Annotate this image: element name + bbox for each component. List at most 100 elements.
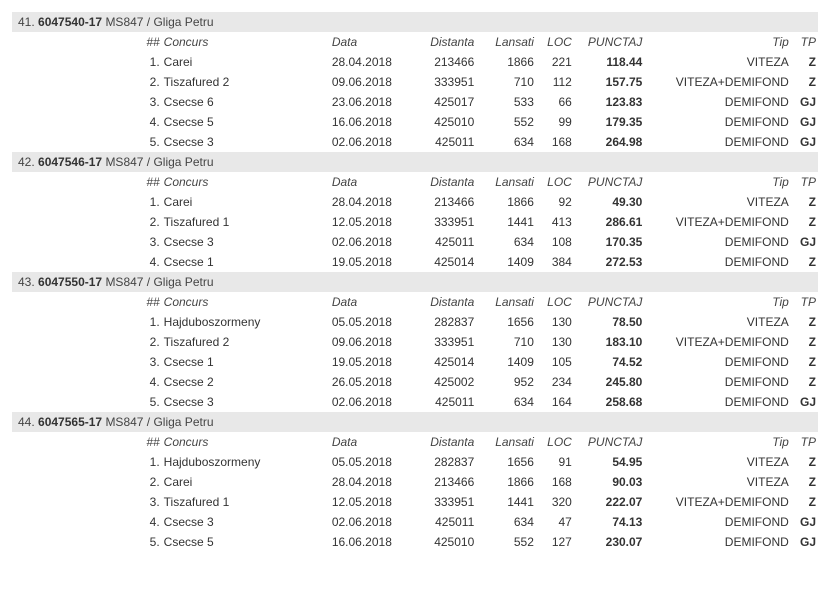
punctaj: 49.30 bbox=[574, 192, 645, 212]
row-index: 2. bbox=[131, 332, 161, 352]
concurs-name: Tiszafured 2 bbox=[162, 72, 330, 92]
loc: 384 bbox=[536, 252, 574, 272]
punctaj: 258.68 bbox=[574, 392, 645, 412]
distance: 282837 bbox=[417, 452, 477, 472]
loc: 168 bbox=[536, 472, 574, 492]
punctaj: 157.75 bbox=[574, 72, 645, 92]
table-row: 5.Csecse 302.06.2018425011634168264.98DE… bbox=[12, 132, 818, 152]
date: 02.06.2018 bbox=[330, 132, 417, 152]
tp: GJ bbox=[791, 92, 818, 112]
concurs-name: Carei bbox=[162, 192, 330, 212]
table-row: 1.Carei28.04.201821346618669249.30VITEZA… bbox=[12, 192, 818, 212]
results-table: ##ConcursDataDistantaLansatiLOCPUNCTAJTi… bbox=[12, 432, 818, 552]
distance: 333951 bbox=[417, 212, 477, 232]
tip: DEMIFOND bbox=[644, 352, 790, 372]
tp: Z bbox=[791, 452, 818, 472]
punctaj: 78.50 bbox=[574, 312, 645, 332]
lansati: 710 bbox=[476, 72, 536, 92]
tip: VITEZA+DEMIFOND bbox=[644, 492, 790, 512]
loc: 99 bbox=[536, 112, 574, 132]
tip: VITEZA+DEMIFOND bbox=[644, 212, 790, 232]
group-index: 41. bbox=[18, 15, 35, 29]
table-header-row: ##ConcursDataDistantaLansatiLOCPUNCTAJTi… bbox=[12, 32, 818, 52]
distance: 425011 bbox=[417, 392, 477, 412]
distance: 333951 bbox=[417, 492, 477, 512]
table-row: 5.Csecse 516.06.2018425010552127230.07DE… bbox=[12, 532, 818, 552]
group-header: 41. 6047540-17 MS847 / Gliga Petru bbox=[12, 12, 818, 32]
distance: 425011 bbox=[417, 132, 477, 152]
table-row: 2.Tiszafured 209.06.2018333951710112157.… bbox=[12, 72, 818, 92]
table-row: 3.Tiszafured 112.05.20183339511441320222… bbox=[12, 492, 818, 512]
col-loc: LOC bbox=[536, 172, 574, 192]
punctaj: 179.35 bbox=[574, 112, 645, 132]
tip: VITEZA+DEMIFOND bbox=[644, 72, 790, 92]
lansati: 1656 bbox=[476, 312, 536, 332]
tip: DEMIFOND bbox=[644, 372, 790, 392]
date: 02.06.2018 bbox=[330, 392, 417, 412]
tp: GJ bbox=[791, 132, 818, 152]
col-nn: ## bbox=[131, 172, 161, 192]
table-row: 4.Csecse 302.06.20184250116344774.13DEMI… bbox=[12, 512, 818, 532]
tip: VITEZA bbox=[644, 52, 790, 72]
lansati: 952 bbox=[476, 372, 536, 392]
distance: 425017 bbox=[417, 92, 477, 112]
row-index: 5. bbox=[131, 532, 161, 552]
punctaj: 245.80 bbox=[574, 372, 645, 392]
tp: Z bbox=[791, 332, 818, 352]
col-concurs: Concurs bbox=[162, 172, 330, 192]
table-row: 1.Hajduboszormeny05.05.20182828371656915… bbox=[12, 452, 818, 472]
concurs-name: Carei bbox=[162, 472, 330, 492]
lansati: 552 bbox=[476, 112, 536, 132]
concurs-name: Csecse 5 bbox=[162, 532, 330, 552]
lansati: 634 bbox=[476, 512, 536, 532]
distance: 213466 bbox=[417, 472, 477, 492]
lansati: 1441 bbox=[476, 492, 536, 512]
col-punctaj: PUNCTAJ bbox=[574, 172, 645, 192]
pigeon-code: 6047546-17 bbox=[38, 155, 102, 169]
distance: 425010 bbox=[417, 532, 477, 552]
tip: DEMIFOND bbox=[644, 532, 790, 552]
date: 09.06.2018 bbox=[330, 72, 417, 92]
row-index: 3. bbox=[131, 352, 161, 372]
table-row: 2.Carei28.04.2018213466186616890.03VITEZ… bbox=[12, 472, 818, 492]
col-tp: TP bbox=[791, 172, 818, 192]
row-index: 1. bbox=[131, 192, 161, 212]
row-index: 5. bbox=[131, 132, 161, 152]
tp: Z bbox=[791, 492, 818, 512]
distance: 425014 bbox=[417, 352, 477, 372]
punctaj: 222.07 bbox=[574, 492, 645, 512]
punctaj: 286.61 bbox=[574, 212, 645, 232]
tip: DEMIFOND bbox=[644, 252, 790, 272]
concurs-name: Csecse 3 bbox=[162, 392, 330, 412]
loc: 112 bbox=[536, 72, 574, 92]
tp: Z bbox=[791, 212, 818, 232]
tip: DEMIFOND bbox=[644, 112, 790, 132]
date: 12.05.2018 bbox=[330, 492, 417, 512]
col-data: Data bbox=[330, 172, 417, 192]
col-distanta: Distanta bbox=[417, 292, 477, 312]
row-index: 1. bbox=[131, 312, 161, 332]
col-punctaj: PUNCTAJ bbox=[574, 432, 645, 452]
pigeon-code: 6047565-17 bbox=[38, 415, 102, 429]
lansati: 1866 bbox=[476, 472, 536, 492]
tp: GJ bbox=[791, 512, 818, 532]
lansati: 1409 bbox=[476, 352, 536, 372]
loc: 168 bbox=[536, 132, 574, 152]
concurs-name: Csecse 3 bbox=[162, 232, 330, 252]
tp: Z bbox=[791, 72, 818, 92]
tp: Z bbox=[791, 192, 818, 212]
punctaj: 170.35 bbox=[574, 232, 645, 252]
concurs-name: Carei bbox=[162, 52, 330, 72]
distance: 425010 bbox=[417, 112, 477, 132]
date: 05.05.2018 bbox=[330, 452, 417, 472]
concurs-name: Tiszafured 1 bbox=[162, 212, 330, 232]
loc: 164 bbox=[536, 392, 574, 412]
concurs-name: Tiszafured 1 bbox=[162, 492, 330, 512]
table-row: 2.Tiszafured 209.06.2018333951710130183.… bbox=[12, 332, 818, 352]
distance: 425011 bbox=[417, 232, 477, 252]
lansati: 634 bbox=[476, 232, 536, 252]
col-nn: ## bbox=[131, 292, 161, 312]
row-index: 3. bbox=[131, 492, 161, 512]
punctaj: 74.13 bbox=[574, 512, 645, 532]
loc: 108 bbox=[536, 232, 574, 252]
